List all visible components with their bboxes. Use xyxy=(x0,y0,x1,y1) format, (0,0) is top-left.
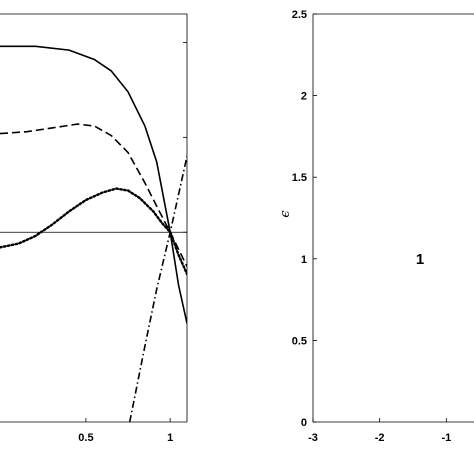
left-series-group xyxy=(0,45,187,422)
right-y-tick-label: 2.5 xyxy=(292,9,307,21)
right-y-tick-label: 1 xyxy=(301,254,307,266)
left-x-tick-label: 0.5 xyxy=(78,432,93,444)
right-y-axis-label: ϵ xyxy=(278,210,293,218)
right-y-tick-label: 2 xyxy=(301,91,307,103)
right-x-tick-label: -1 xyxy=(441,432,451,444)
right-panel: -3 -2 -1 0 0.5 1 1.5 2 2.5 ϵ 1 xyxy=(278,9,474,444)
left-x-tick-label: 1 xyxy=(167,432,173,444)
left-panel: 0.5 1 xyxy=(0,13,188,444)
right-y-tick-label: 1.5 xyxy=(292,172,307,184)
region-label-1: 1 xyxy=(416,251,424,268)
left-ticks: 0.5 1 xyxy=(78,42,187,444)
series-line-dotted xyxy=(0,187,187,276)
right-y-tick-label: 0 xyxy=(301,417,307,429)
series-line-dashdot xyxy=(128,156,187,422)
left-plot-frame xyxy=(0,13,188,422)
right-plot-frame xyxy=(312,13,474,423)
right-y-tick-label: 0.5 xyxy=(292,335,307,347)
right-x-tick-label: -2 xyxy=(375,432,385,444)
series-line-solid xyxy=(0,45,187,324)
series-line-dashed xyxy=(0,123,187,267)
right-x-tick-label: -3 xyxy=(308,432,318,444)
right-ticks: -3 -2 -1 0 0.5 1 1.5 2 2.5 xyxy=(292,9,452,444)
